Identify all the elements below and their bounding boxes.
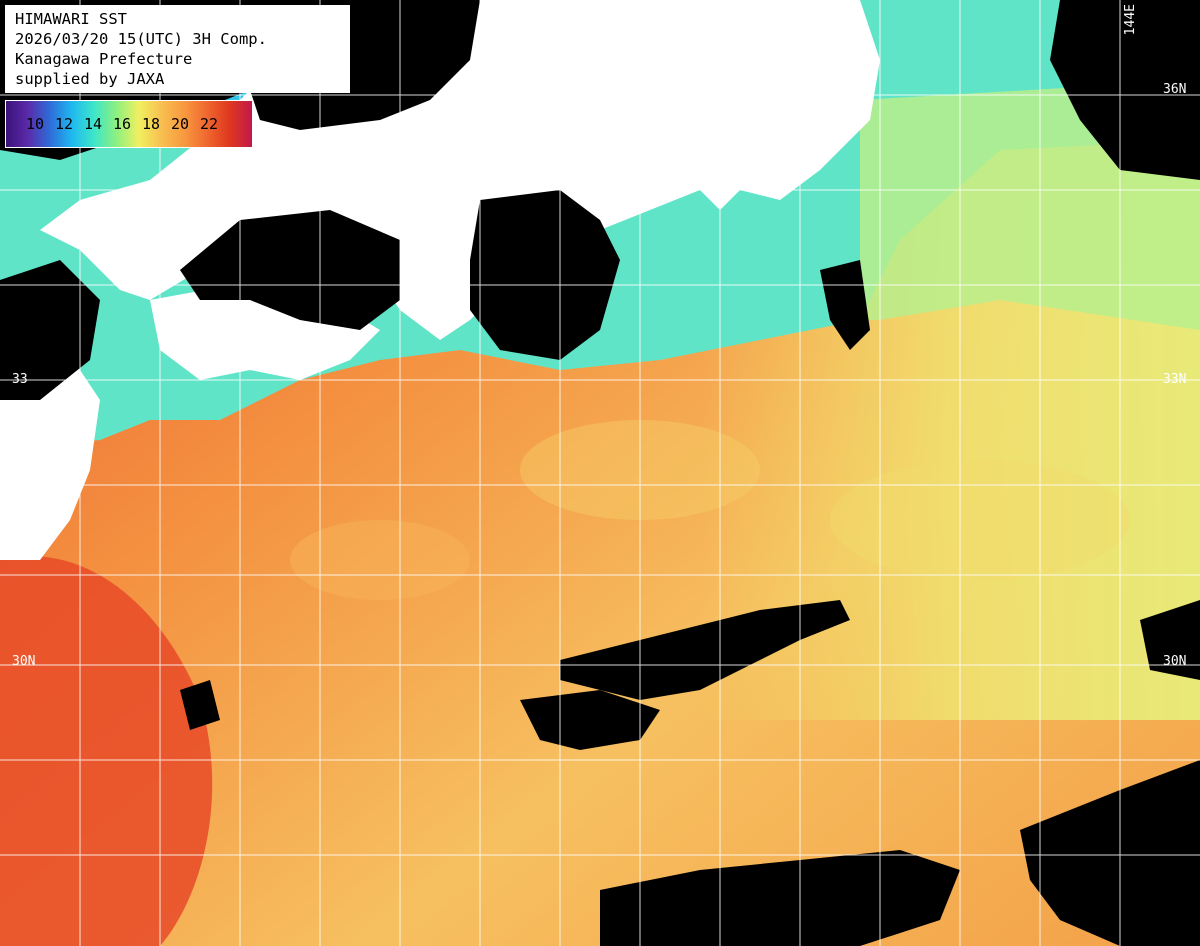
cloud-southeast [1020,760,1200,946]
lat-label-36n: 36N [1163,82,1187,97]
cloud-offshore-east [820,260,870,350]
cool-eddy-2 [830,460,1130,580]
lat-label-33n: 33N [1163,372,1187,387]
cloud-band-center [560,600,850,700]
lat-label-30n-east: 30N [1163,654,1187,669]
temperature-legend: 10 12 14 16 18 20 22 [5,100,253,148]
title-line-2: 2026/03/20 15(UTC) 3H Comp. [15,30,267,48]
cloud-northeast [1050,0,1200,180]
legend-tick: 12 [55,115,74,133]
cloud-coastal-2 [180,210,400,330]
legend-tick: 18 [142,115,161,133]
cloud-coastal-1 [470,190,620,360]
warm-eddy [290,520,470,600]
cloud-east-mid [1140,600,1200,680]
honshu-land [40,0,880,340]
cloud-kyushu-north [0,260,100,400]
title-line-3: Kanagawa Prefecture [15,50,193,68]
legend-tick: 20 [171,115,190,133]
cloud-band-lower [520,690,660,750]
lon-label-136e: 136E [483,4,498,36]
legend-colorbar [5,100,253,148]
legend-ticks: 10 12 14 16 18 20 22 [26,115,229,133]
lon-label-144e: 144E [1123,4,1138,36]
cloud-south [600,850,960,946]
legend-tick: 16 [113,115,132,133]
title-line-4: supplied by JAXA [15,70,165,88]
legend-tick: 22 [200,115,219,133]
lat-label-30n-west: 30N [12,654,36,669]
southwest-hot-area [0,556,213,946]
legend-tick: 14 [84,115,103,133]
title-line-1: HIMAWARI SST [15,10,127,28]
title-box: HIMAWARI SST 2026/03/20 15(UTC) 3H Comp.… [5,5,350,93]
lat-label-33-west: 33 [12,372,28,387]
legend-tick: 10 [26,115,45,133]
cloud-southwest-small [180,680,220,730]
